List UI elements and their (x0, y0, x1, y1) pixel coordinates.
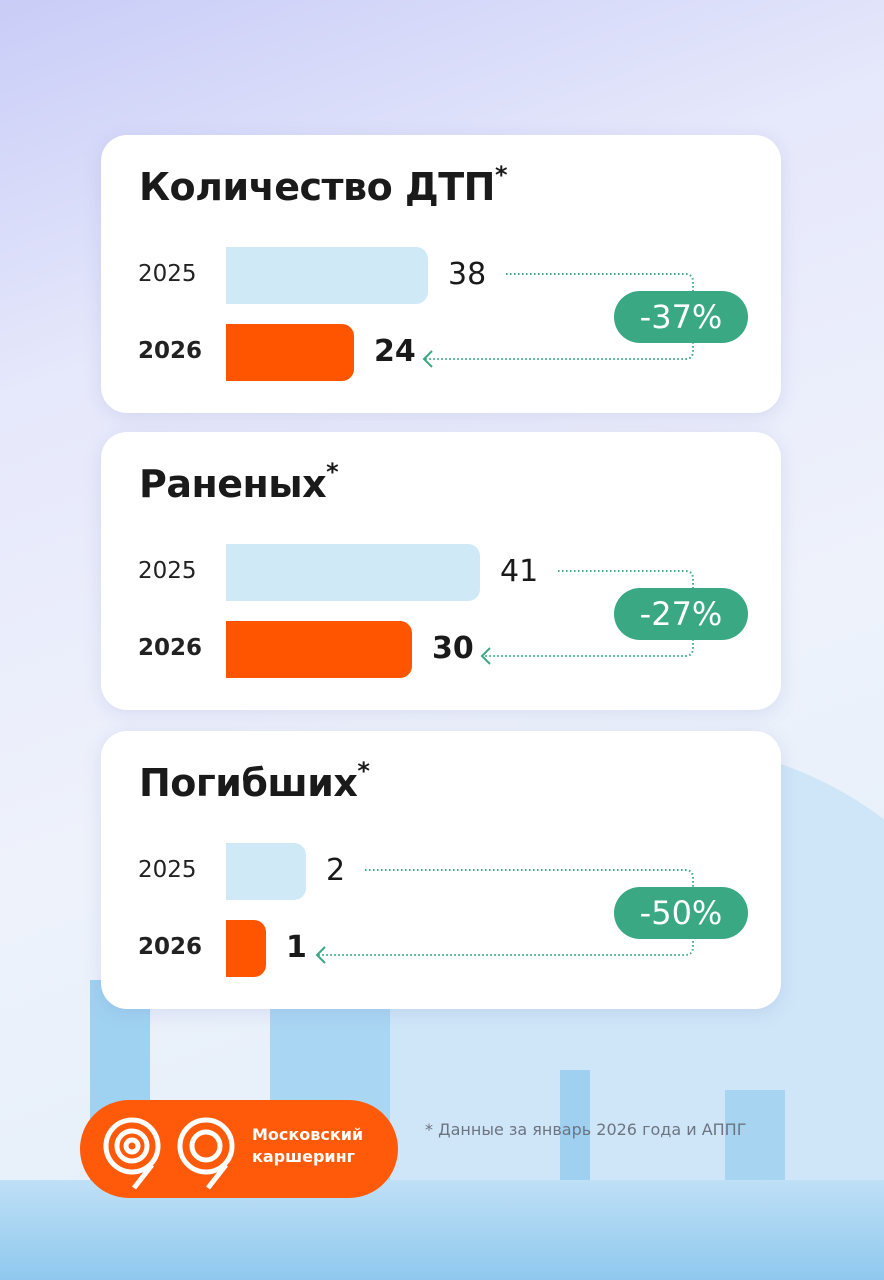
bar-2025 (226, 544, 480, 601)
arrow-left-icon (480, 647, 491, 665)
arrow-left-icon (315, 946, 326, 964)
change-badge: -37% (614, 291, 748, 343)
card-title: Количество ДТП* (139, 161, 508, 209)
stat-card: Раненых* 2025 41 2026 30 -27% (101, 432, 781, 710)
year-label: 2026 (138, 338, 203, 364)
bar-2026 (226, 324, 354, 381)
footnote: * Данные за январь 2026 года и АППГ (425, 1120, 747, 1139)
bar-2026 (226, 621, 412, 678)
arrow-left-icon (422, 350, 433, 368)
value-label: 38 (448, 257, 487, 292)
year-label: 2025 (138, 558, 197, 584)
bar-2025 (226, 247, 428, 304)
change-badge: -50% (614, 887, 748, 939)
value-label: 24 (374, 334, 416, 369)
year-label: 2026 (138, 635, 203, 661)
stat-card: Погибших* 2025 2 2026 1 -50% (101, 731, 781, 1009)
logo-pin-icons (103, 1117, 235, 1190)
moscow-carsharing-logo: Московский каршеринг (80, 1100, 398, 1198)
card-title: Раненых* (139, 458, 339, 506)
year-label: 2025 (138, 261, 197, 287)
logo-line1: Московский (252, 1125, 364, 1144)
stat-card: Количество ДТП* 2025 38 2026 24 -37% (101, 135, 781, 413)
change-badge: -27% (614, 588, 748, 640)
card-title: Погибших* (139, 757, 370, 805)
value-label: 30 (432, 631, 474, 666)
bar-2025 (226, 843, 306, 900)
value-label: 1 (286, 930, 307, 965)
year-label: 2026 (138, 934, 203, 960)
logo-line2: каршеринг (252, 1147, 356, 1166)
year-label: 2025 (138, 857, 197, 883)
value-label: 2 (326, 853, 346, 888)
bar-2026 (226, 920, 266, 977)
value-label: 41 (500, 554, 539, 589)
